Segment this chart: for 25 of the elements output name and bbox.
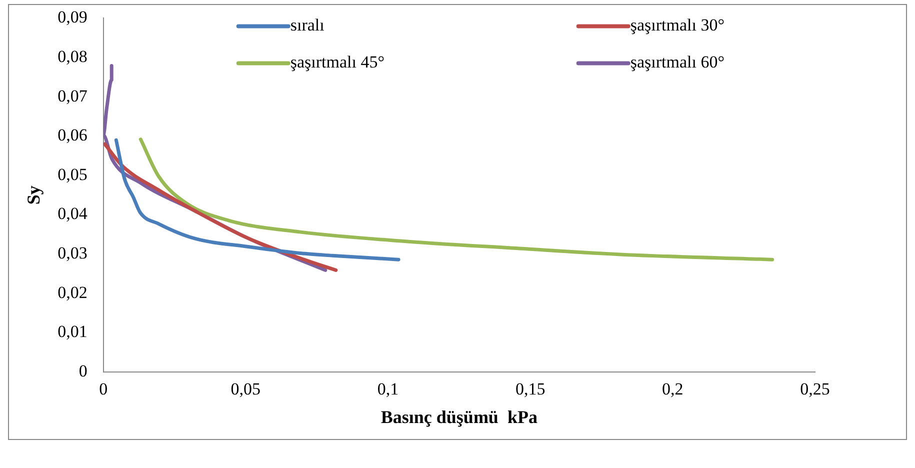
line-series	[138, 138, 774, 262]
y-tick-label: 0,08	[58, 46, 88, 66]
y-tick-label: 0,06	[58, 126, 88, 145]
y-tick-label: 0,02	[58, 282, 88, 302]
legend-label: şaşırtmalı 45°	[290, 52, 385, 72]
x-tick-label: 0,25	[800, 380, 830, 399]
x-tick-label: 0,15	[515, 380, 546, 399]
y-axis-title: Sy	[23, 186, 44, 205]
y-tick-label: 0,07	[58, 86, 88, 106]
x-tick-label: 0,1	[377, 380, 399, 399]
x-tick-label: 0,2	[662, 380, 684, 399]
y-tick-label: 0,03	[58, 244, 88, 263]
y-tick-label: 0,09	[58, 8, 88, 27]
legend-label: şaşırtmalı 30°	[630, 16, 725, 35]
legend-label: sıralı	[290, 16, 325, 35]
line-series	[114, 138, 400, 262]
line-series	[103, 142, 338, 272]
y-tick-label: 0,05	[58, 164, 88, 184]
y-tick-label: 0,04	[58, 204, 88, 224]
x-tick-label: 0,05	[230, 380, 261, 399]
y-tick-label: 0	[78, 361, 88, 380]
y-tick-label: 0,01	[58, 322, 88, 342]
legend-label: şaşırtmalı 60°	[630, 52, 725, 72]
x-tick-label: 0	[99, 380, 108, 399]
x-axis-title: Basınç düşümü kPa	[380, 406, 538, 427]
